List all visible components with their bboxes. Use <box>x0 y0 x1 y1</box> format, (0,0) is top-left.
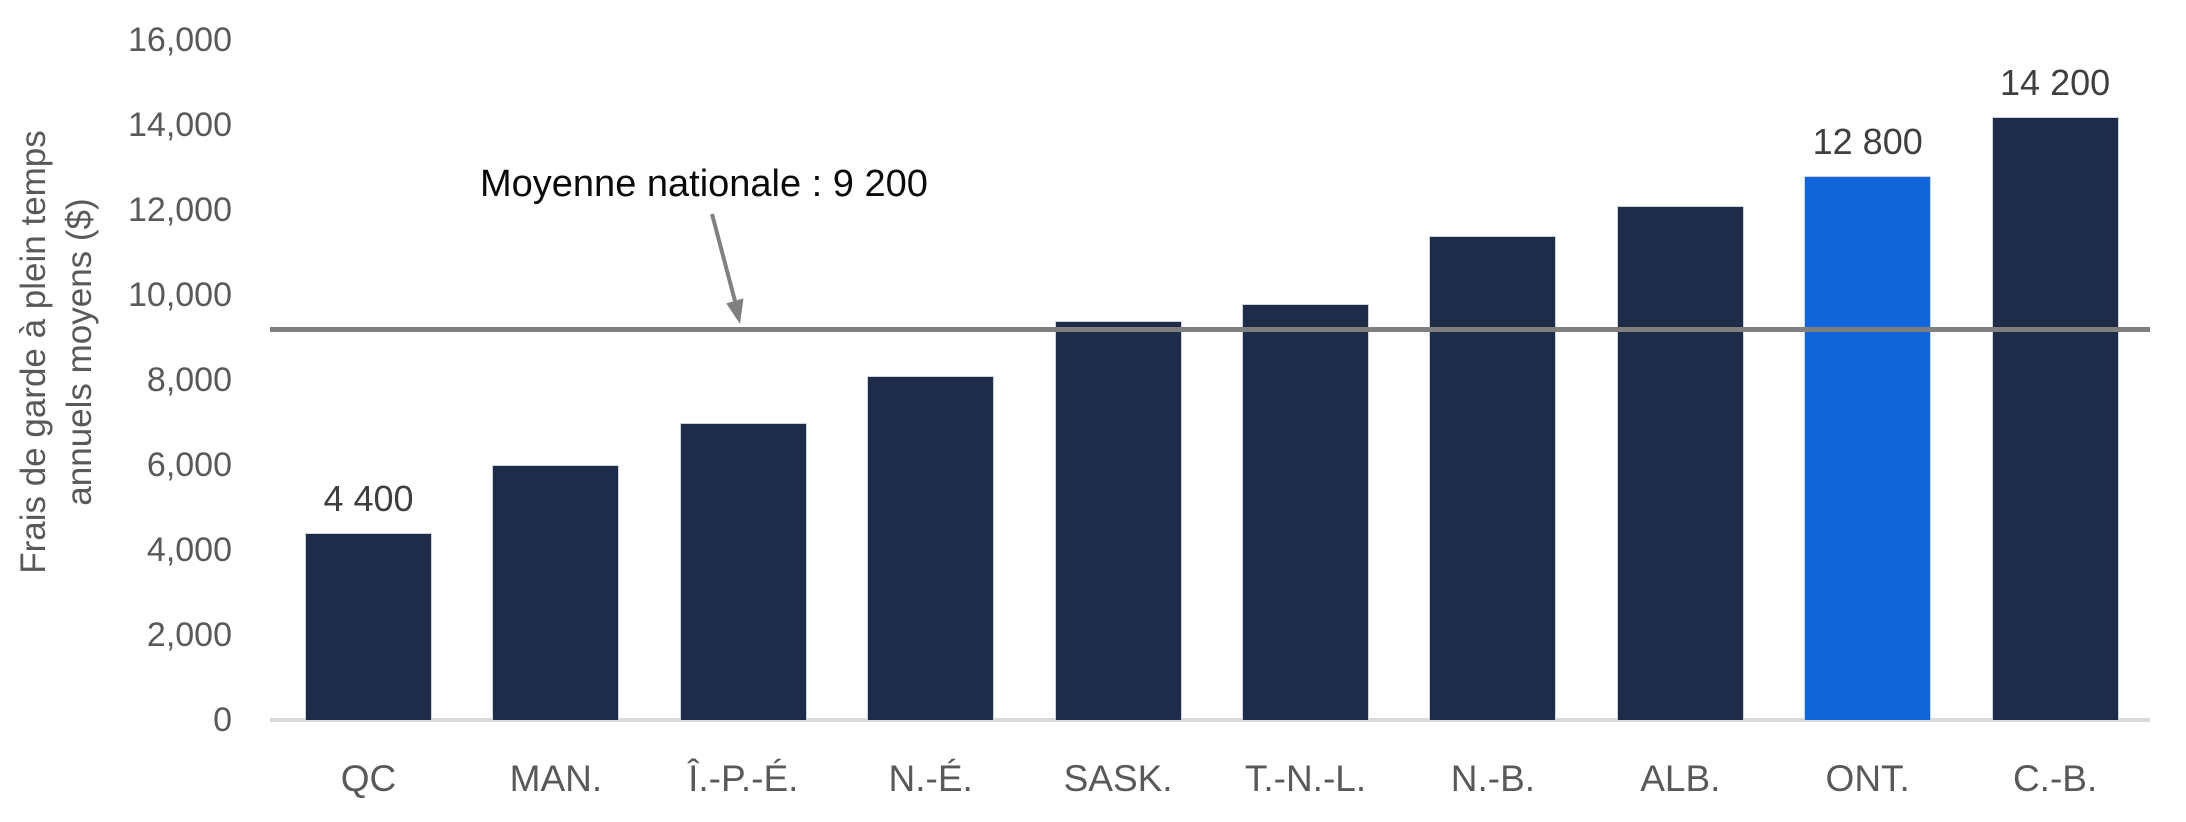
bar-value-label: 12 800 <box>1812 121 1923 162</box>
x-axis-label: C.-B. <box>2012 758 2098 799</box>
bar-î-p-é <box>679 422 807 720</box>
bar-sask <box>1054 320 1182 720</box>
bar-man <box>492 465 620 720</box>
y-tick-label: 8,000 <box>146 361 232 399</box>
x-axis-label: N.-B. <box>1450 758 1536 799</box>
reference-line-label: Moyenne nationale : 9 200 <box>480 163 928 205</box>
bar-alb <box>1616 205 1744 720</box>
bar-qc <box>305 533 432 720</box>
x-axis-line <box>270 718 2150 722</box>
x-axis-label: ALB. <box>1640 758 1721 799</box>
x-axis-label: SASK. <box>1063 758 1173 799</box>
y-tick-label: 14,000 <box>128 106 232 144</box>
x-axis-label: ONT. <box>1825 758 1910 799</box>
y-tick-label: 6,000 <box>146 446 232 484</box>
x-axis-label: N.-É. <box>888 758 973 799</box>
bar-value-label: 14 200 <box>2000 61 2111 103</box>
bar-t-n-l <box>1242 303 1369 720</box>
y-tick-label: 0 <box>213 701 232 739</box>
bar-value-label: 4 400 <box>323 478 414 519</box>
y-tick-label: 4,000 <box>146 531 232 569</box>
x-axis-label: MAN. <box>509 758 603 799</box>
x-axis-label: QC <box>340 758 397 799</box>
bar-n-b <box>1429 235 1557 720</box>
y-axis-title-line-1: Frais de garde à plein temps <box>13 130 53 574</box>
bar-c-b <box>1991 116 2119 720</box>
bar-n-é <box>867 375 995 720</box>
y-tick-label: 10,000 <box>128 276 232 314</box>
y-tick-label: 12,000 <box>128 191 232 229</box>
y-tick-label: 16,000 <box>128 21 232 59</box>
y-tick-label: 2,000 <box>146 616 232 654</box>
x-axis-label: Î.-P.-É. <box>688 758 799 799</box>
x-axis-label: T.-N.-L. <box>1244 758 1367 799</box>
annotation-arrow-icon <box>710 213 744 324</box>
national-average-line <box>270 326 2150 332</box>
bar-ont <box>1804 176 1932 720</box>
